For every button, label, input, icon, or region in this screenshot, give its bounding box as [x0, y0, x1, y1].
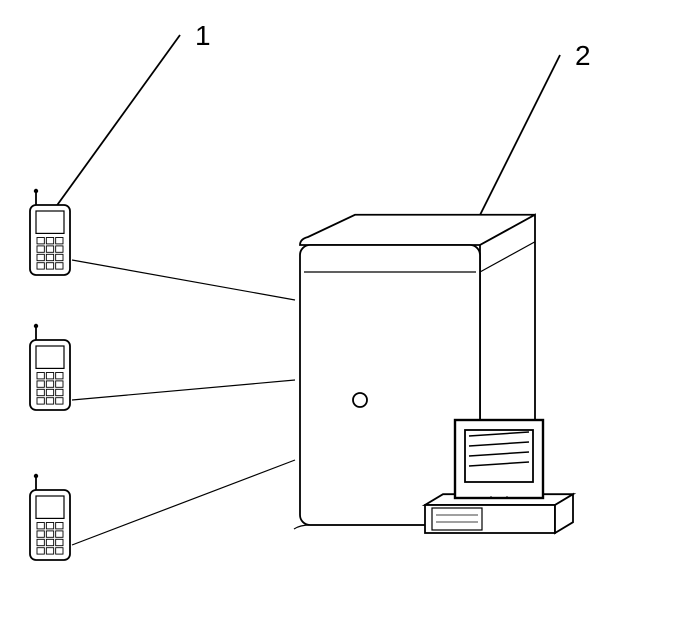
- leader-2: [480, 55, 560, 215]
- server-front-face: [300, 245, 480, 525]
- conn-mid: [72, 380, 295, 400]
- terminal-monitor: [455, 420, 543, 498]
- phone-mid: [30, 324, 70, 410]
- phone-bottom: [30, 474, 70, 560]
- label-1: 1: [195, 20, 211, 51]
- conn-bottom: [72, 460, 295, 545]
- conn-top: [72, 260, 295, 300]
- label-2: 2: [575, 40, 591, 71]
- phone-antenna-tip: [34, 324, 38, 328]
- terminal-keyboard: [432, 508, 482, 530]
- phone-antenna-tip: [34, 474, 38, 478]
- diagram-canvas: 12: [0, 0, 679, 621]
- leader-1: [50, 35, 180, 215]
- phone-antenna-tip: [34, 189, 38, 193]
- phone-top: [30, 189, 70, 275]
